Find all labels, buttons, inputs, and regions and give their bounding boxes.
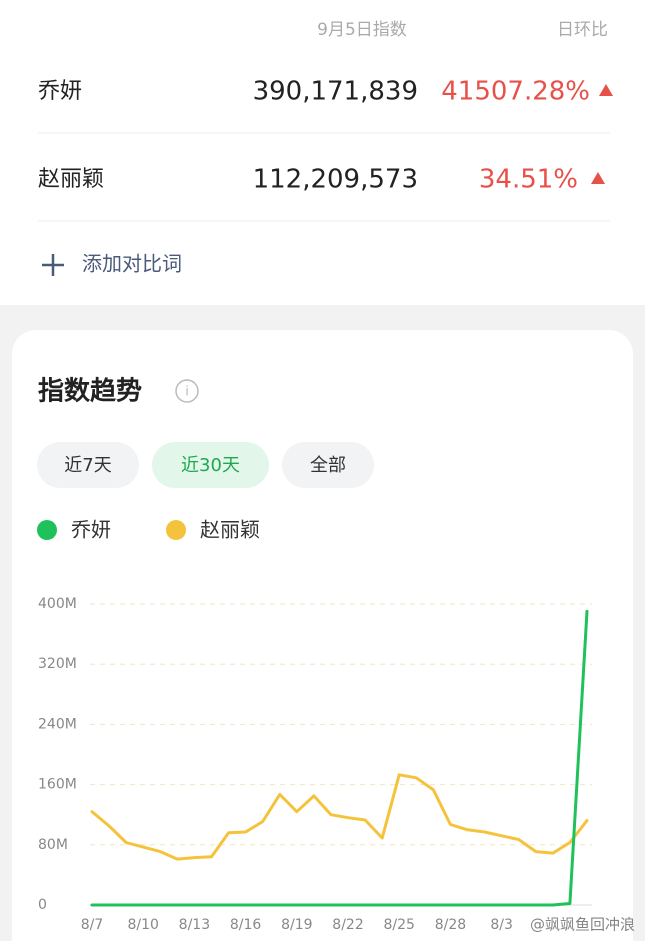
x-tick-label: 8/19 bbox=[281, 917, 312, 933]
tab-label[interactable]: 近30天 bbox=[181, 455, 240, 476]
row-name: 赵丽颖 bbox=[38, 167, 104, 192]
series-line bbox=[90, 773, 589, 861]
top-panel bbox=[0, 0, 645, 305]
x-tick-label: 8/13 bbox=[179, 917, 210, 933]
y-tick-label: 0 bbox=[38, 897, 47, 913]
x-tick-label: 8/3 bbox=[490, 917, 513, 933]
y-tick-label: 320M bbox=[38, 656, 77, 672]
legend-label: 赵丽颖 bbox=[200, 518, 260, 542]
y-tick-label: 240M bbox=[38, 716, 77, 732]
x-tick-label: 8/25 bbox=[384, 917, 415, 933]
info-glyph: i bbox=[185, 385, 189, 400]
add-button[interactable]: 添加对比词 bbox=[42, 252, 182, 277]
date-label: 9月5日指数 bbox=[317, 20, 407, 40]
change-label: 日环比 bbox=[557, 20, 608, 40]
legend-label: 乔妍 bbox=[71, 518, 111, 542]
card bbox=[12, 330, 633, 941]
card-title: 指数趋势 bbox=[38, 377, 142, 407]
tab-label[interactable]: 近7天 bbox=[64, 455, 111, 476]
x-tick-label: 8/16 bbox=[230, 917, 262, 933]
legend-marker bbox=[166, 520, 186, 540]
y-tick-label: 160M bbox=[38, 777, 77, 793]
row-index: 390,171,839 bbox=[253, 77, 418, 107]
y-tick-label: 80M bbox=[38, 837, 68, 853]
info-icon[interactable] bbox=[175, 379, 199, 403]
series-line bbox=[90, 609, 589, 907]
up-icon bbox=[599, 84, 613, 96]
add-label[interactable]: 添加对比词 bbox=[82, 252, 182, 276]
row-name: 乔妍 bbox=[38, 79, 82, 104]
watermark: @飒飒鱼回冲浪 bbox=[530, 916, 635, 934]
row-index: 112,209,573 bbox=[253, 165, 418, 195]
x-tick-label: 8/10 bbox=[127, 917, 158, 933]
legend-marker bbox=[37, 520, 57, 540]
row-change: 41507.28% bbox=[441, 77, 590, 107]
plus-icon bbox=[42, 254, 64, 276]
row-change: 34.51% bbox=[479, 165, 578, 195]
tab[interactable] bbox=[152, 442, 269, 488]
tab[interactable] bbox=[37, 442, 139, 488]
y-tick-label: 400M bbox=[38, 596, 77, 612]
x-tick-label: 8/28 bbox=[435, 917, 466, 933]
up-icon bbox=[591, 172, 605, 184]
tab-label[interactable]: 全部 bbox=[310, 455, 346, 476]
x-tick-label: 8/22 bbox=[332, 917, 363, 933]
tab[interactable] bbox=[282, 442, 374, 488]
x-tick-label: 8/7 bbox=[81, 917, 104, 933]
